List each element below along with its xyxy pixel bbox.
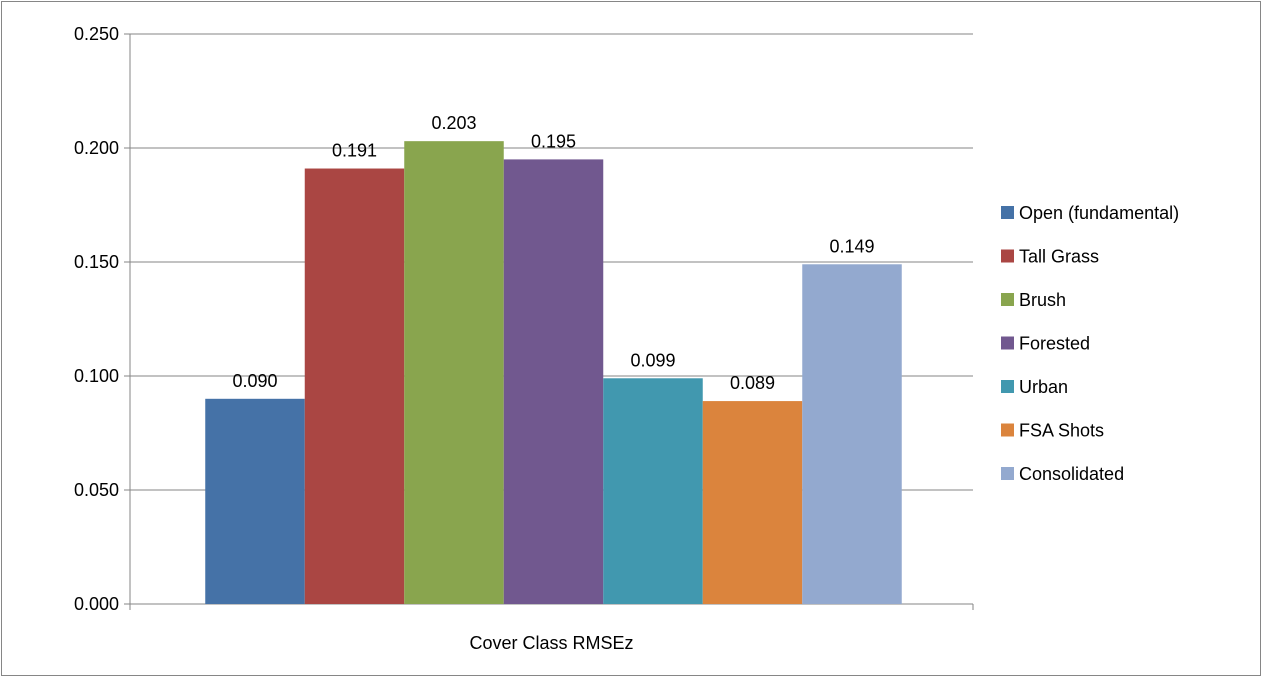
data-label: 0.089 <box>730 373 775 393</box>
y-tick-label: 0.250 <box>74 24 119 44</box>
bar-open-fundamental- <box>205 398 305 604</box>
legend-swatch <box>1001 206 1014 219</box>
legend-swatch <box>1001 336 1014 350</box>
y-tick-label: 0.050 <box>74 480 119 500</box>
legend-entry: Forested <box>1019 334 1090 354</box>
x-tick-label: Cover Class RMSEz <box>469 633 633 653</box>
legend-entry: Consolidated <box>1019 464 1124 484</box>
data-label: 0.195 <box>531 131 576 151</box>
bar-urban <box>603 378 703 604</box>
data-label: 0.203 <box>431 113 476 133</box>
y-tick-label: 0.200 <box>74 138 119 158</box>
y-tick-label: 0.000 <box>74 594 119 614</box>
bar-forested <box>503 159 604 604</box>
data-label: 0.191 <box>332 141 377 161</box>
legend-swatch <box>1001 467 1014 480</box>
legend-swatch <box>1001 293 1014 306</box>
legend-entry: Urban <box>1019 377 1068 397</box>
bar-tall-grass <box>304 168 405 604</box>
legend-swatch <box>1001 423 1014 437</box>
bar-brush <box>404 141 504 604</box>
y-tick-label: 0.100 <box>74 366 119 386</box>
legend-entry: Brush <box>1019 290 1066 310</box>
bar-consolidated <box>802 264 902 604</box>
y-tick-label: 0.150 <box>74 252 119 272</box>
data-label: 0.149 <box>829 236 874 256</box>
legend-entry: Open (fundamental) <box>1019 203 1179 223</box>
legend-entry: Tall Grass <box>1019 247 1099 267</box>
legend-swatch <box>1001 249 1014 263</box>
data-label: 0.099 <box>630 350 675 370</box>
data-label: 0.090 <box>232 371 277 391</box>
legend-swatch <box>1001 380 1014 393</box>
legend-entry: FSA Shots <box>1019 421 1104 441</box>
bar-fsa-shots <box>702 401 803 604</box>
